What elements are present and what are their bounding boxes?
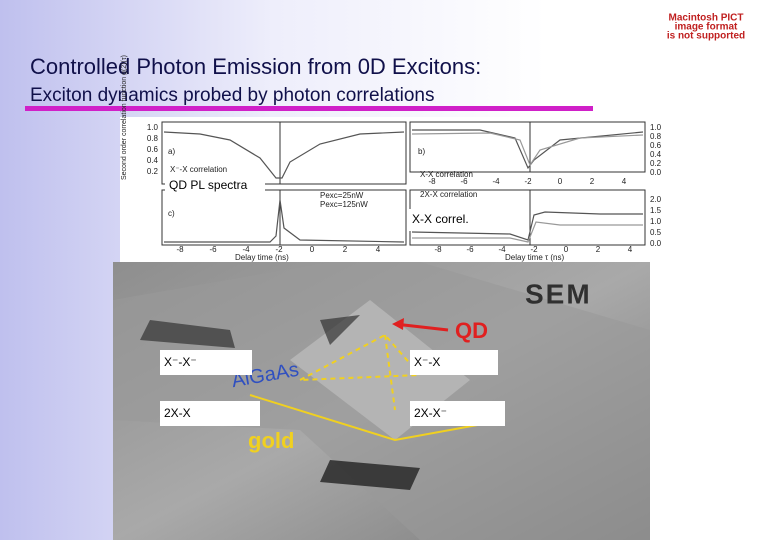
panel-caption: 2X-X correlation xyxy=(420,190,477,199)
label-box xyxy=(165,175,265,197)
overlay-label: X-X correl. xyxy=(412,212,469,226)
x-tick-label: -4 xyxy=(498,245,506,254)
y-tick-label: 0.6 xyxy=(147,145,159,154)
curve xyxy=(412,129,644,170)
subtitle: Exciton dynamics probed by photon correl… xyxy=(30,85,435,106)
x-tick-label: -8 xyxy=(176,245,184,254)
y-tick-label: 1.5 xyxy=(650,206,662,215)
qd-arrow xyxy=(394,322,449,332)
pict-badge xyxy=(638,10,775,42)
curve xyxy=(411,211,643,241)
x-tick-label: 4 xyxy=(376,245,381,254)
x-axis-label: Delay time τ (ns) xyxy=(505,253,565,262)
curve xyxy=(412,221,643,243)
y-tick-label: 0.5 xyxy=(650,228,662,237)
panel-label: a) xyxy=(168,147,175,156)
y-tick-label: 0.8 xyxy=(650,132,662,141)
x-tick-label: 4 xyxy=(628,245,633,254)
transition-label: X⁻-X⁻ xyxy=(164,355,197,369)
transition-label: X⁻-X xyxy=(414,355,440,369)
x-tick-label: -6 xyxy=(209,245,217,254)
y-tick-label: 0.4 xyxy=(147,156,159,165)
label-box xyxy=(410,401,505,426)
x-tick-label: 2 xyxy=(343,245,348,254)
y-tick-label: 0.2 xyxy=(650,159,662,168)
y-axis-label: Second order correlation function g(2)(τ… xyxy=(121,55,128,180)
x-tick-label: 0 xyxy=(564,245,569,254)
divider xyxy=(25,106,593,111)
x-tick-label: -6 xyxy=(460,177,468,186)
transition-label: 2X-X⁻ xyxy=(414,406,447,420)
legend-entry: Pexc=25nW xyxy=(320,191,364,200)
y-tick-label: 0.8 xyxy=(147,134,159,143)
qd-arrowhead xyxy=(392,318,404,330)
qd-outline xyxy=(299,333,423,381)
panel-label: c) xyxy=(168,209,175,218)
y-tick-label: 1.0 xyxy=(650,217,662,226)
x-tick-label: 2 xyxy=(596,245,601,254)
x-tick-label: -2 xyxy=(275,245,283,254)
gold-line xyxy=(249,394,506,442)
panel-frame xyxy=(161,189,407,246)
pict-text: Macintosh PICT xyxy=(668,13,743,24)
x-tick-label: -6 xyxy=(466,245,474,254)
panel-label: b) xyxy=(418,147,425,156)
panel-frame xyxy=(161,121,407,185)
panel-frame xyxy=(409,121,646,173)
overlay-label: QD PL spectra xyxy=(169,178,248,192)
label-box xyxy=(160,401,260,426)
curve xyxy=(411,132,644,167)
x-tick-label: -8 xyxy=(434,245,442,254)
y-tick-label: 1.0 xyxy=(650,123,662,132)
x-tick-label: -2 xyxy=(524,177,532,186)
x-tick-label: 2 xyxy=(590,177,595,186)
label-box xyxy=(410,350,498,375)
label-box xyxy=(408,209,492,231)
y-tick-label: 1.0 xyxy=(147,123,159,132)
panel-caption: X-X correlation xyxy=(420,170,473,179)
x-tick-label: -2 xyxy=(530,245,538,254)
qd-label: QD xyxy=(455,318,488,343)
panel-caption: X⁻-X correlation xyxy=(170,165,227,174)
gold-label: gold xyxy=(248,428,294,453)
legend-entry: Pexc=125nW xyxy=(320,200,368,209)
x-tick-label: 4 xyxy=(622,177,627,186)
pict-text: is not supported xyxy=(667,31,745,42)
x-tick-label: -4 xyxy=(492,177,500,186)
x-axis-label: Delay time (ns) xyxy=(235,253,289,262)
title: Controlled Photon Emission from 0D Excit… xyxy=(30,54,481,79)
qd-outline xyxy=(384,334,396,411)
x-tick-label: -4 xyxy=(242,245,250,254)
sem-label: SEM xyxy=(525,278,592,309)
x-tick-label: 0 xyxy=(310,245,315,254)
y-tick-label: 0.0 xyxy=(650,239,662,248)
transition-label: 2X-X xyxy=(164,406,191,420)
x-tick-label: 0 xyxy=(558,177,563,186)
y-tick-label: 0.6 xyxy=(650,141,662,150)
curve xyxy=(163,131,405,179)
curve xyxy=(164,199,405,243)
y-tick-label: 0.0 xyxy=(650,168,662,177)
y-tick-label: 0.4 xyxy=(650,150,662,159)
y-tick-label: 2.0 xyxy=(650,195,662,204)
label-box xyxy=(160,350,252,375)
pict-text: image format xyxy=(675,22,738,33)
y-tick-label: 0.2 xyxy=(147,167,159,176)
x-tick-label: -8 xyxy=(428,177,436,186)
